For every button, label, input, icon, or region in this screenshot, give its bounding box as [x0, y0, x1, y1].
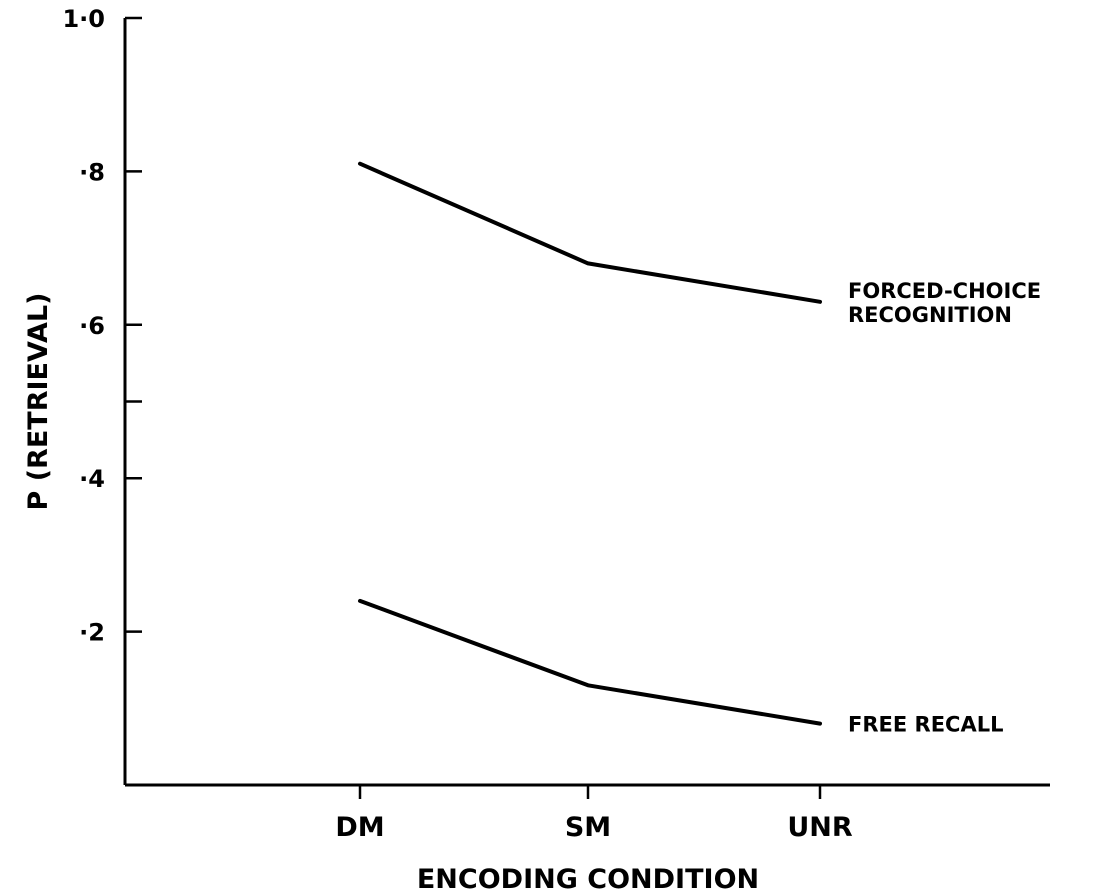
- y-tick-label: ·6: [79, 312, 105, 340]
- x-tick-label: SM: [565, 812, 611, 843]
- series-label: RECOGNITION: [848, 303, 1012, 327]
- series-label: FORCED-CHOICE: [848, 279, 1041, 303]
- axes: [123, 18, 1050, 787]
- x-axis-title: ENCODING CONDITION: [417, 864, 759, 895]
- y-axis-title: P (RETRIEVAL): [23, 293, 54, 511]
- series-line: [358, 161, 822, 304]
- x-tick-label: UNR: [787, 812, 853, 843]
- x-ticks: DM SM UNR: [335, 785, 853, 843]
- series-label: FREE RECALL: [848, 713, 1003, 737]
- x-tick-label: DM: [335, 812, 384, 843]
- series-line: [358, 598, 822, 726]
- y-tick-label: ·2: [79, 619, 105, 647]
- y-tick-label: 1·0: [62, 5, 105, 33]
- y-tick-label: ·8: [79, 158, 105, 186]
- y-ticks: ·2 ·4 ·6 ·8 1·0: [62, 5, 142, 647]
- y-tick-label: ·4: [79, 465, 105, 493]
